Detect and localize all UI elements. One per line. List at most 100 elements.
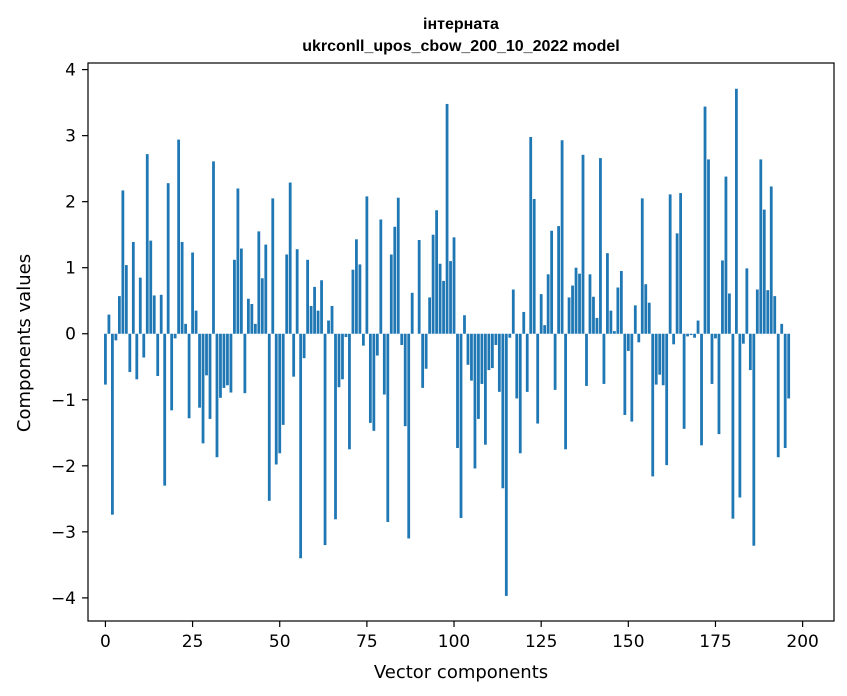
- bar-14: [152, 295, 156, 334]
- bar-72: [355, 239, 358, 334]
- bar-62: [320, 280, 323, 334]
- bar-134: [571, 285, 574, 334]
- bar-192: [773, 296, 777, 334]
- x-tick-label-100: 100: [438, 632, 470, 652]
- bar-193: [776, 333, 780, 458]
- bar-44: [257, 231, 261, 334]
- bar-98: [445, 103, 449, 334]
- bar-56: [299, 333, 303, 559]
- bar-26: [194, 310, 198, 334]
- bar-96: [438, 263, 442, 334]
- bar-195: [783, 333, 787, 448]
- bar-183: [741, 333, 745, 344]
- bar-65: [330, 306, 334, 334]
- plot-frame: [87, 62, 835, 622]
- bar-13: [149, 240, 153, 334]
- x-tick-label-125: 125: [525, 632, 557, 652]
- bar-series: [104, 88, 791, 596]
- bar-94: [431, 234, 435, 334]
- bar-57: [302, 333, 306, 359]
- bar-77: [372, 333, 376, 431]
- bar-188: [759, 159, 763, 334]
- bar-122: [529, 136, 533, 334]
- bar-52: [285, 254, 289, 334]
- bar-46: [264, 244, 268, 334]
- bar-184: [745, 268, 749, 334]
- bar-73: [358, 264, 362, 334]
- bar-104: [466, 333, 470, 365]
- bar-61: [316, 310, 320, 334]
- x-tick-label-25: 25: [182, 632, 204, 652]
- y-tick-label--2: −2: [51, 457, 76, 477]
- bar-47: [267, 333, 271, 501]
- bar-86: [403, 333, 407, 427]
- bar-148: [619, 271, 623, 334]
- bar-110: [487, 333, 491, 371]
- bar-145: [609, 310, 613, 334]
- bar-121: [525, 333, 529, 392]
- bar-164: [675, 233, 679, 334]
- bar-187: [755, 289, 759, 334]
- bar-42: [250, 304, 254, 334]
- bar-35: [226, 333, 229, 386]
- bar-101: [456, 333, 459, 448]
- bar-92: [424, 333, 428, 369]
- chart-title: інтерната: [423, 16, 499, 33]
- x-tick-label-150: 150: [612, 632, 644, 652]
- bar-154: [640, 198, 644, 334]
- bar-139: [588, 274, 592, 334]
- bar-106: [473, 333, 477, 469]
- bar-113: [497, 333, 501, 392]
- bar-7: [128, 333, 132, 373]
- bar-63: [323, 333, 327, 546]
- bar-20: [173, 333, 177, 339]
- bar-177: [721, 260, 724, 334]
- bar-178: [724, 176, 728, 334]
- bar-58: [306, 259, 310, 334]
- bar-142: [599, 158, 602, 334]
- bar-27: [198, 333, 201, 408]
- bar-167: [686, 333, 689, 337]
- bar-141: [595, 317, 599, 334]
- bar-130: [557, 226, 561, 334]
- bar-10: [138, 277, 142, 334]
- bar-135: [574, 267, 578, 334]
- bar-11: [142, 333, 146, 358]
- bar-51: [281, 333, 285, 425]
- y-tick-label-4: 4: [65, 61, 76, 81]
- bar-34: [222, 333, 226, 388]
- bar-54: [292, 333, 296, 377]
- x-tick-label-75: 75: [356, 632, 378, 652]
- bar-68: [341, 333, 344, 380]
- bar-22: [180, 241, 184, 334]
- bar-111: [490, 333, 494, 369]
- bar-15: [156, 333, 160, 377]
- bar-124: [536, 333, 540, 424]
- bar-189: [762, 209, 766, 334]
- bar-30: [208, 333, 212, 419]
- bar-64: [327, 320, 330, 334]
- bar-149: [623, 333, 627, 415]
- x-tick-label-0: 0: [100, 632, 111, 652]
- bar-87: [407, 333, 411, 539]
- bar-17: [163, 333, 167, 486]
- bar-119: [518, 333, 522, 454]
- bar-6: [124, 265, 128, 334]
- bar-67: [337, 333, 341, 388]
- bar-155: [644, 284, 648, 334]
- bar-28: [201, 333, 205, 444]
- y-tick-label-3: 3: [65, 127, 76, 147]
- bar-140: [592, 296, 595, 334]
- bar-5: [121, 190, 125, 334]
- bar-76: [368, 333, 372, 423]
- bar-147: [616, 287, 620, 334]
- y-tick-label--4: −4: [51, 589, 76, 609]
- bar-23: [184, 323, 188, 334]
- bar-4: [117, 296, 121, 334]
- bar-74: [361, 333, 365, 346]
- bar-132: [564, 333, 567, 450]
- bar-170: [696, 320, 700, 334]
- bar-108: [480, 333, 484, 384]
- bar-41: [246, 298, 250, 334]
- bar-82: [389, 254, 393, 334]
